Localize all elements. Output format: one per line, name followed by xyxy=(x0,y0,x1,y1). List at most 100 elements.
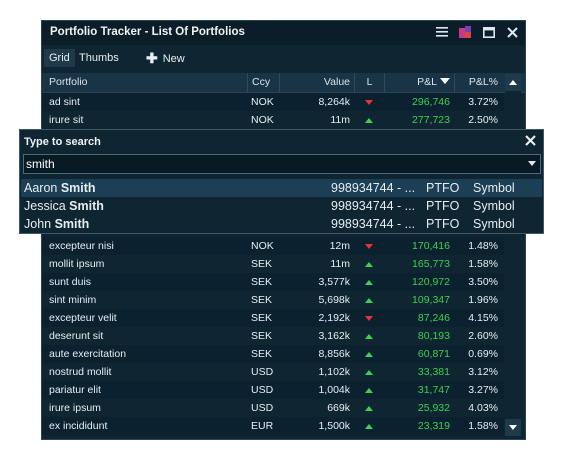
cell-value: 1,500k xyxy=(318,420,350,432)
cell-pl: 120,972 xyxy=(412,276,450,288)
column-header-portfolio[interactable]: Portfolio xyxy=(49,76,88,88)
cell-portfolio: ex incididunt xyxy=(49,420,108,432)
cell-pl-percent: 0.69% xyxy=(468,348,498,360)
result-name: John Smith xyxy=(24,215,89,233)
list-item[interactable]: John Smith 998934744 - ... PTFO Symbol xyxy=(21,215,542,233)
cell-pl: 109,347 xyxy=(412,294,450,306)
cell-pl: 23,319 xyxy=(417,420,450,432)
column-header-pl-label: P&L xyxy=(417,76,437,88)
search-input[interactable] xyxy=(24,155,523,173)
cell-ccy: NOK xyxy=(251,114,274,126)
cell-ccy: USD xyxy=(251,366,274,378)
cell-direction xyxy=(354,273,384,291)
cell-ccy: SEK xyxy=(251,258,273,270)
cell-pl-percent: 3.50% xyxy=(468,276,498,288)
cell-value: 3,162k xyxy=(318,330,350,342)
list-item[interactable]: Aaron Smith 998934744 - ... PTFO Symbol xyxy=(21,179,542,197)
table-row[interactable]: excepteur nisi NOK 12m 170,416 1.48% xyxy=(42,237,504,255)
cell-direction xyxy=(354,111,384,129)
color-picker-icon[interactable] xyxy=(457,24,473,40)
cell-ccy: USD xyxy=(251,384,274,396)
tab-thumbs[interactable]: Thumbs xyxy=(79,52,119,64)
cell-direction xyxy=(354,309,384,327)
search-popup: Type to search Aaron Smith 998934744 - ..… xyxy=(19,129,544,234)
list-item[interactable]: Jessica Smith 998934744 - ... PTFO Symbol xyxy=(21,197,542,215)
table-row[interactable]: mollit ipsum SEK 11m 165,773 1.58% xyxy=(42,255,504,273)
close-icon[interactable] xyxy=(504,24,520,40)
arrow-up-icon xyxy=(365,424,373,429)
cell-pl: 87,246 xyxy=(417,312,450,324)
cell-portfolio: ad sint xyxy=(49,96,80,108)
maximize-icon[interactable] xyxy=(481,24,497,40)
column-header-ccy[interactable]: Ccy xyxy=(247,73,279,92)
table-row[interactable]: irure ipsum USD 669k 25,932 4.03% xyxy=(42,399,504,417)
table-row[interactable]: ad sint NOK 8,264k 296,746 3.72% xyxy=(42,93,504,111)
cell-ccy: SEK xyxy=(251,276,273,288)
cell-direction xyxy=(354,237,384,255)
cell-portfolio: aute exercitation xyxy=(49,348,127,360)
table-row[interactable]: sunt duis SEK 3,577k 120,972 3.50% xyxy=(42,273,504,291)
scroll-down-button[interactable] xyxy=(505,419,521,436)
table-row[interactable]: ex incididunt EUR 1,500k 23,319 1.58% xyxy=(42,417,504,435)
result-match: Smith xyxy=(60,181,96,195)
cell-ccy: NOK xyxy=(251,240,274,252)
cell-value: 1,004k xyxy=(318,384,350,396)
table-row[interactable]: sint minim SEK 5,698k 109,347 1.96% xyxy=(42,291,504,309)
scroll-up-button[interactable] xyxy=(505,74,521,91)
new-button[interactable]: ✚ New xyxy=(146,49,185,67)
cell-direction xyxy=(354,291,384,309)
cell-portfolio: deserunt sit xyxy=(49,330,104,342)
arrow-down-icon xyxy=(365,100,373,105)
search-results: Aaron Smith 998934744 - ... PTFO Symbol Jess… xyxy=(21,179,542,233)
cell-pl: 277,723 xyxy=(412,114,450,126)
cell-pl-percent: 3.12% xyxy=(468,366,498,378)
column-header-l[interactable]: L xyxy=(354,73,384,92)
cell-direction xyxy=(354,255,384,273)
cell-ccy: SEK xyxy=(251,312,273,324)
column-header-pl[interactable]: P&L xyxy=(384,73,454,92)
result-first-name: John xyxy=(24,217,55,231)
result-match: Smith xyxy=(54,217,90,231)
column-header-value[interactable]: Value xyxy=(279,73,354,92)
arrow-down-icon xyxy=(365,244,373,249)
close-icon[interactable] xyxy=(525,132,536,151)
cell-pl-percent: 2.60% xyxy=(468,330,498,342)
cell-value: 12m xyxy=(329,240,350,252)
menu-icon[interactable] xyxy=(434,24,450,40)
table-row[interactable]: pariatur elit USD 1,004k 31,747 3.27% xyxy=(42,381,504,399)
result-kind: Symbol xyxy=(473,199,515,213)
result-type: PTFO xyxy=(426,217,460,231)
cell-value: 11m xyxy=(330,258,350,270)
cell-portfolio: irure ipsum xyxy=(49,402,101,414)
toolbar: Grid Thumbs ✚ New xyxy=(42,45,525,71)
arrow-up-icon xyxy=(365,280,373,285)
result-id: 998934744 - ... xyxy=(331,181,416,195)
arrow-up-icon xyxy=(365,298,373,303)
table-row[interactable]: aute exercitation SEK 8,856k 60,871 0.69% xyxy=(42,345,504,363)
table-row[interactable]: deserunt sit SEK 3,162k 80,193 2.60% xyxy=(42,327,504,345)
tab-grid[interactable]: Grid xyxy=(44,49,75,67)
cell-ccy: EUR xyxy=(251,420,274,432)
cell-pl-percent: 1.58% xyxy=(468,420,498,432)
cell-direction xyxy=(354,327,384,345)
table-row[interactable]: nostrud mollit USD 1,102k 33,381 3.12% xyxy=(42,363,504,381)
column-header-pl-percent[interactable]: P&L% xyxy=(454,73,502,92)
chevron-down-icon[interactable] xyxy=(528,161,536,166)
search-title: Type to search xyxy=(24,136,101,148)
cell-pl: 296,746 xyxy=(412,96,450,108)
cell-pl: 80,193 xyxy=(417,330,450,342)
cell-pl-percent: 1.48% xyxy=(468,240,498,252)
cell-portfolio: excepteur velit xyxy=(49,312,117,324)
cell-pl-percent: 4.15% xyxy=(468,312,498,324)
cell-value: 8,856k xyxy=(318,348,350,360)
cell-pl-percent: 2.50% xyxy=(468,114,498,126)
cell-value: 2,192k xyxy=(318,312,350,324)
result-name: Jessica Smith xyxy=(24,197,104,215)
sort-descending-icon xyxy=(440,78,450,84)
cell-pl: 60,871 xyxy=(417,348,450,360)
table-row[interactable]: irure sit NOK 11m 277,723 2.50% xyxy=(42,111,504,129)
arrow-up-icon xyxy=(365,118,373,123)
table-row[interactable]: excepteur velit SEK 2,192k 87,246 4.15% xyxy=(42,309,504,327)
cell-portfolio: sunt duis xyxy=(49,276,92,288)
cell-ccy: NOK xyxy=(251,96,274,108)
